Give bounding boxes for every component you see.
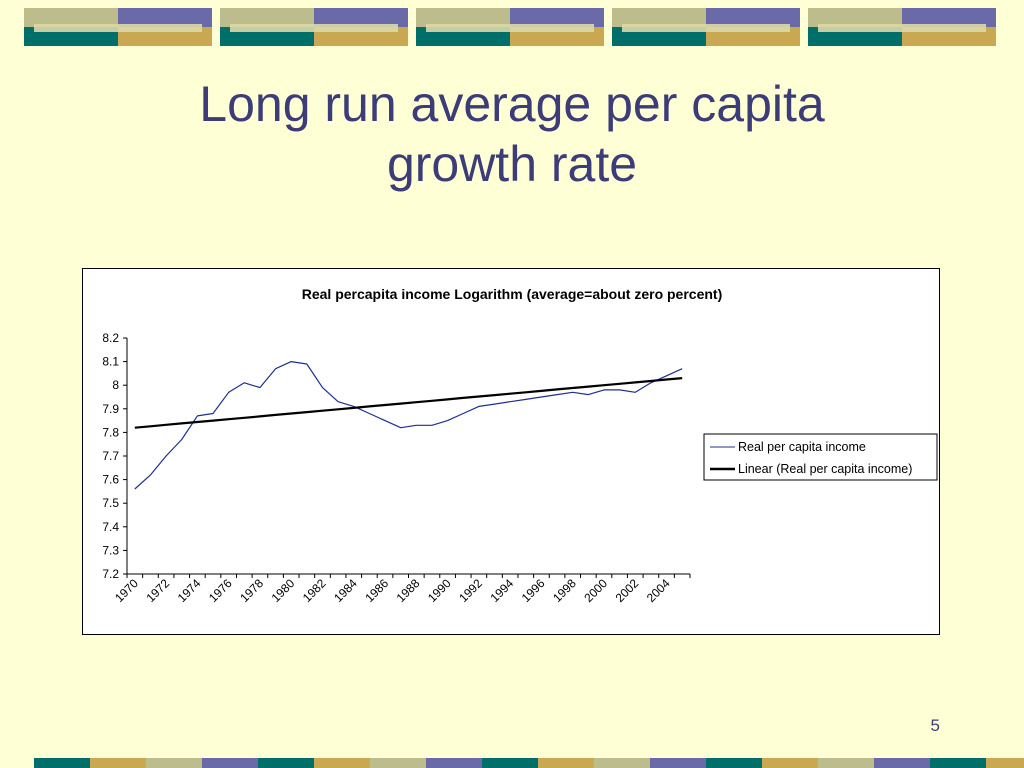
y-tick-label: 8	[112, 378, 119, 392]
footer-deco-segment	[146, 758, 202, 768]
x-tick-label: 2000	[581, 576, 610, 605]
y-tick-label: 7.5	[102, 496, 119, 510]
x-tick-label: 1986	[362, 576, 391, 605]
y-tick-label: 7.6	[102, 473, 119, 487]
footer-deco-segment	[34, 758, 90, 768]
footer-deco-segment	[426, 758, 482, 768]
y-tick-label: 7.4	[102, 520, 119, 534]
x-tick-label: 1996	[519, 576, 548, 605]
x-tick-label: 1974	[175, 576, 204, 605]
footer-deco-segment	[202, 758, 258, 768]
slide-title-line-2: growth rate	[386, 136, 638, 192]
x-tick-label: 1994	[487, 576, 516, 605]
y-tick-label: 7.8	[102, 425, 119, 439]
footer-deco-segment	[482, 758, 538, 768]
slide-title: Long run average per capita growth rate	[0, 74, 1024, 194]
legend-box	[703, 433, 938, 481]
slide-title-line-1: Long run average per capita	[199, 76, 825, 132]
y-tick-label: 7.3	[102, 543, 119, 557]
footer-deco-segment	[538, 758, 594, 768]
series-line-linear-trend	[134, 377, 683, 429]
chart-legend: Real per capita income Linear (Real per …	[703, 433, 938, 481]
footer-deco-segment	[818, 758, 874, 768]
series-line-real-income	[134, 360, 683, 490]
y-tick-label: 8.2	[102, 331, 119, 345]
footer-deco-segment	[314, 758, 370, 768]
x-tick-label: 1998	[550, 576, 579, 605]
y-tick-label: 8.1	[102, 355, 119, 369]
header-deco-block	[416, 8, 604, 46]
footer-deco-segment	[370, 758, 426, 768]
line-chart: Real percapita income Logarithm (average…	[102, 286, 938, 605]
x-tick-label: 1992	[456, 576, 485, 605]
legend-label-series: Real per capita income	[738, 440, 866, 454]
chart-title: Real percapita income Logarithm (average…	[302, 286, 723, 302]
footer-deco-segment	[874, 758, 930, 768]
legend-label-trend: Linear (Real per capita income)	[738, 462, 912, 476]
footer-deco-segment	[258, 758, 314, 768]
x-tick-label: 1976	[206, 576, 235, 605]
footer-deco-segment	[650, 758, 706, 768]
y-tick-label: 7.9	[102, 402, 119, 416]
x-tick-label: 2004	[644, 576, 673, 605]
x-tick-label: 1980	[269, 576, 298, 605]
x-tick-label: 1984	[331, 576, 360, 605]
x-tick-label: 2002	[613, 576, 642, 605]
chart-frame: Real percapita income Logarithm (average…	[82, 268, 940, 635]
footer-deco-segment	[594, 758, 650, 768]
header-decoration	[24, 8, 996, 46]
footer-deco-segment	[930, 758, 986, 768]
header-deco-block	[612, 8, 800, 46]
footer-deco-segment	[706, 758, 762, 768]
page-number: 5	[930, 716, 940, 735]
header-deco-block	[808, 8, 996, 46]
x-tick-label: 1988	[394, 576, 423, 605]
footer-deco-segment	[90, 758, 146, 768]
x-tick-label: 1990	[425, 576, 454, 605]
header-deco-block	[220, 8, 408, 46]
x-tick-label: 1978	[237, 576, 266, 605]
y-tick-label: 7.7	[102, 449, 119, 463]
footer-decoration	[34, 758, 1024, 768]
plot-lines	[134, 360, 683, 490]
x-tick-label: 1982	[300, 576, 329, 605]
footer-deco-segment	[986, 758, 1024, 768]
y-tick-label: 7.2	[102, 567, 119, 581]
footer-deco-segment	[762, 758, 818, 768]
x-tick-label: 1972	[143, 576, 172, 605]
header-deco-block	[24, 8, 212, 46]
